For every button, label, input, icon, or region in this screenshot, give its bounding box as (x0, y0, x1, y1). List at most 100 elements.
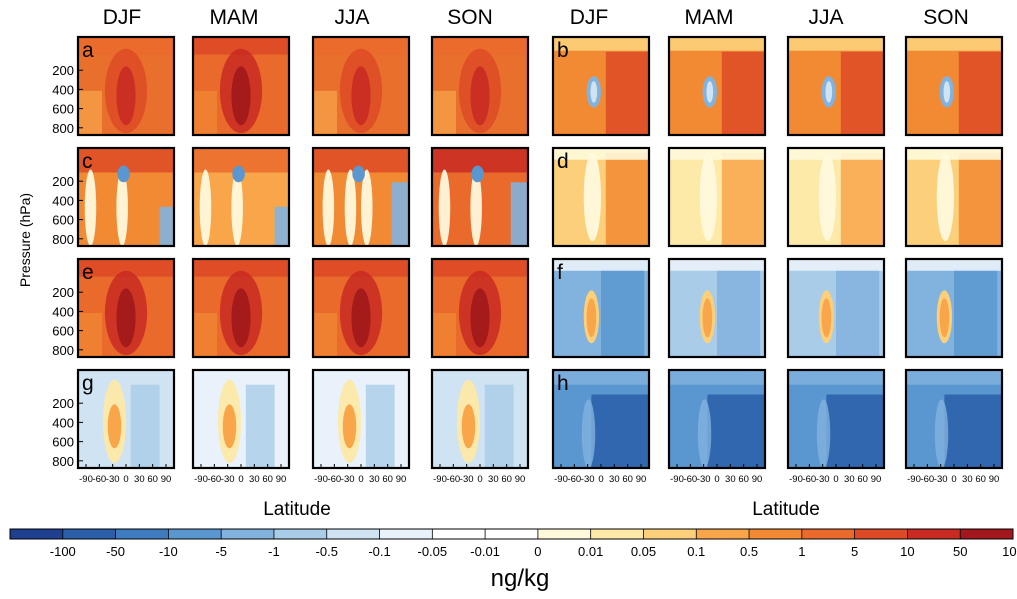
panel-f-djf (553, 259, 649, 357)
x-tick-label: 60 (147, 474, 158, 485)
upper-band (193, 259, 289, 277)
colorbar-label: 50 (953, 544, 967, 559)
light-column (816, 399, 831, 468)
colorbar-label: 0 (534, 544, 541, 559)
upper-band (788, 370, 884, 385)
panel-e-son (432, 259, 528, 357)
light-column (936, 152, 954, 242)
x-tick-label: 60 (501, 474, 512, 485)
south-lobe (78, 312, 102, 357)
blue-tip (117, 165, 130, 183)
x-tick-label: -60 (567, 474, 581, 485)
blue-edge (391, 182, 409, 246)
panel-label: d (557, 150, 569, 173)
colorbar-label: -50 (106, 544, 125, 559)
colorbar-segment (801, 529, 856, 539)
light-column (470, 169, 482, 246)
x-tick-label: -30 (934, 474, 948, 485)
colorbar-label: -0.1 (368, 544, 390, 559)
colorbar-label: 100 (1002, 544, 1017, 559)
x-tick-label: 30 (369, 474, 380, 485)
x-tick-label: 90 (871, 474, 882, 485)
colorbar-label: 0.01 (578, 544, 603, 559)
blue-core-inner (706, 81, 714, 103)
orange-core-inner (702, 298, 713, 338)
light-column (322, 169, 335, 246)
north-lobe (944, 394, 1002, 468)
panel-a-djf (78, 37, 174, 135)
y-tick-label: 400 (52, 193, 74, 208)
x-tick-label: 30 (962, 474, 973, 485)
south-lobe (313, 90, 337, 135)
north-lobe (591, 394, 649, 468)
light-column (818, 152, 836, 242)
colorbar-segment (960, 529, 1014, 539)
panel-g-djf (78, 370, 174, 468)
season-header-mam-left: MAM (209, 6, 259, 29)
north-lobe (707, 394, 765, 468)
panel-frame (311, 146, 411, 248)
blue-core-inner (943, 81, 951, 103)
panel-frame (76, 35, 176, 137)
colorbar-segment (537, 529, 592, 539)
y-tick-label: 800 (52, 343, 74, 358)
colorbar-segment (696, 529, 750, 539)
orange-core-inner (821, 298, 832, 338)
season-header-djf-left: DJF (102, 6, 142, 29)
colorbar-segment (432, 529, 486, 539)
north-lobe (365, 384, 395, 468)
colorbar-label: 10 (900, 544, 914, 559)
north-lobe (245, 384, 275, 468)
inner-core (351, 288, 371, 348)
y-tick-label: 200 (52, 174, 74, 189)
y-tick-label: 200 (52, 63, 74, 78)
upper-band (553, 37, 649, 51)
x-tick-label: 30 (249, 474, 260, 485)
north-lobe (605, 51, 649, 135)
x-tick-label: 30 (725, 474, 736, 485)
south-lobe (193, 90, 217, 135)
x-tick-label: 0 (477, 474, 482, 485)
x-tick-label: 30 (488, 474, 499, 485)
y-tick-label: 200 (52, 285, 74, 300)
panel-d-djf (553, 148, 649, 246)
north-lobe (836, 268, 880, 357)
x-tick-label: -60 (207, 474, 221, 485)
colorbar-segment (221, 529, 275, 539)
upper-band (432, 37, 528, 55)
colorbar-segment (854, 529, 908, 539)
colorbar-label: 0.05 (631, 544, 656, 559)
panel-frame (551, 35, 651, 137)
orange-core (107, 404, 122, 449)
light-column (116, 169, 128, 246)
x-tick-label: 30 (134, 474, 145, 485)
x-axis-label-right: Latitude (752, 499, 820, 520)
x-tick-label: -90 (433, 474, 447, 485)
panel-d-mam (669, 148, 765, 246)
x-tick-label: 0 (123, 474, 128, 485)
x-tick-label: -90 (554, 474, 568, 485)
inner-core (116, 66, 136, 126)
panel-label: a (82, 39, 94, 62)
x-tick-label: -60 (92, 474, 106, 485)
orange-core (342, 404, 357, 449)
blue-core-inner (825, 81, 833, 103)
light-column (581, 399, 596, 468)
x-tick-label: -30 (221, 474, 235, 485)
panel-b-son (906, 37, 1002, 135)
colorbar-label: -100 (50, 544, 76, 559)
panel-e-jja (313, 259, 409, 357)
light-column (438, 169, 451, 246)
x-axis-label-left: Latitude (263, 499, 331, 520)
panel-frame (904, 146, 1004, 248)
x-tick-label: 0 (598, 474, 603, 485)
x-tick-label: 60 (262, 474, 273, 485)
colorbar-unit-label: ng/kg (490, 565, 550, 592)
panel-h-mam (669, 370, 765, 468)
colorbar-segment (10, 529, 64, 539)
panel-g-mam (193, 370, 289, 468)
x-tick-label: 90 (752, 474, 763, 485)
upper-band (193, 37, 289, 55)
y-tick-label: 600 (52, 213, 74, 228)
colorbar-segment (643, 529, 697, 539)
